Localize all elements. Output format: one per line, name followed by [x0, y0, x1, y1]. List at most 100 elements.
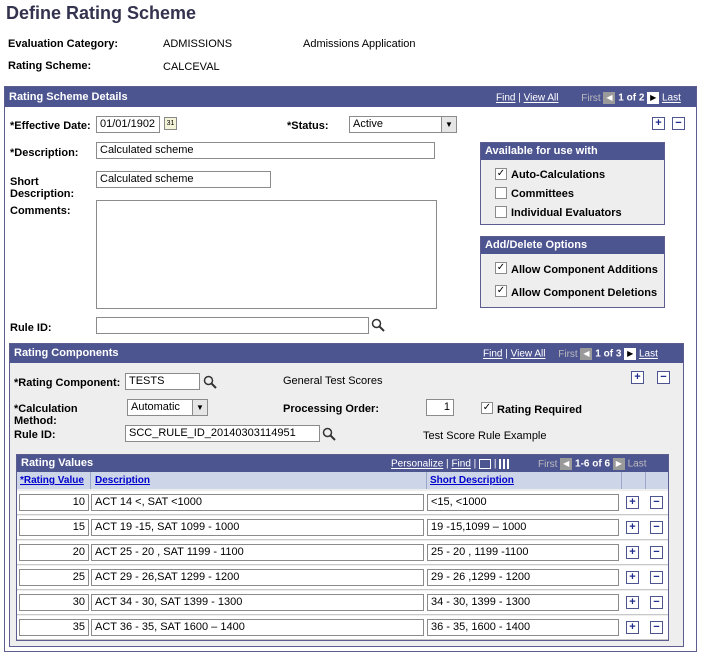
components-next-icon[interactable]: ▶ — [624, 348, 637, 360]
add-value-row-button[interactable]: + — [626, 496, 639, 509]
delete-value-row-button[interactable]: − — [650, 596, 663, 609]
components-prev-icon: ◀ — [580, 348, 593, 360]
rating-values-grid — [16, 454, 669, 641]
details-next-icon[interactable]: ▶ — [647, 92, 660, 104]
details-view-all-link[interactable]: View All — [523, 92, 559, 104]
values-find-link[interactable]: Find — [451, 458, 471, 470]
rating-value-input[interactable]: 20 — [19, 544, 89, 561]
search-icon[interactable] — [203, 375, 217, 389]
delete-value-row-button[interactable]: − — [650, 546, 663, 559]
rating-value-input[interactable]: 25 — [19, 569, 89, 586]
comments-label: Comments: — [10, 205, 71, 217]
short-description-cell-input[interactable]: 25 - 20 , 1199 -1100 — [427, 544, 619, 561]
rating-component-label: *Rating Component: — [14, 377, 121, 389]
details-find-link[interactable]: Find — [496, 92, 516, 104]
details-last-link[interactable]: Last — [661, 92, 681, 104]
description-input[interactable]: Calculated scheme — [96, 142, 435, 159]
components-last-link[interactable]: Last — [638, 348, 658, 360]
description-cell-input[interactable]: ACT 34 - 30, SAT 1399 - 1300 — [91, 594, 424, 611]
individual-evaluators-label: Individual Evaluators — [511, 207, 622, 219]
rating-scheme-label: Rating Scheme: — [8, 60, 92, 72]
description-label: *Description: — [10, 147, 79, 159]
col-divider — [426, 472, 427, 489]
add-value-row-button[interactable]: + — [626, 596, 639, 609]
col-description[interactable]: Description — [95, 475, 151, 486]
evaluation-category-description: Admissions Application — [303, 38, 416, 50]
short-description-input[interactable]: Calculated scheme — [96, 171, 271, 188]
delete-component-button[interactable]: − — [657, 371, 670, 384]
values-next-icon: ▶ — [612, 458, 625, 470]
rating-value-input[interactable]: 35 — [19, 619, 89, 636]
rating-component-input[interactable]: TESTS — [125, 373, 200, 390]
rule-id-input[interactable] — [96, 317, 369, 334]
allow-component-deletions-checkbox[interactable]: ✓ — [495, 285, 507, 297]
add-value-row-button[interactable]: + — [626, 521, 639, 534]
details-nav: Find | View All First ◀ 1 of 2 ▶ Last — [496, 92, 681, 104]
description-cell-input[interactable]: ACT 36 - 35, SAT 1600 – 1400 — [91, 619, 424, 636]
rating-components-panel — [9, 343, 684, 647]
allow-component-additions-checkbox[interactable]: ✓ — [495, 262, 507, 274]
rating-scheme-details-panel — [4, 86, 697, 652]
add-value-row-button[interactable]: + — [626, 621, 639, 634]
view-icon[interactable] — [479, 459, 492, 469]
comments-textarea[interactable] — [96, 200, 437, 309]
search-icon[interactable] — [322, 427, 336, 441]
download-grid-icon[interactable] — [499, 459, 511, 469]
processing-order-input[interactable]: 1 — [426, 399, 454, 416]
values-first-label: First — [538, 458, 558, 470]
delete-row-button[interactable]: − — [672, 117, 685, 130]
search-icon[interactable] — [371, 318, 385, 332]
rating-scheme-value: CALCEVAL — [163, 61, 220, 73]
rating-value-input[interactable]: 15 — [19, 519, 89, 536]
delete-value-row-button[interactable]: − — [650, 571, 663, 584]
short-description-cell-input[interactable]: 36 - 35, 1600 - 1400 — [427, 619, 619, 636]
calculation-method-select[interactable]: Automatic ▼ — [127, 399, 208, 416]
col-rating-value[interactable]: *Rating Value — [20, 475, 84, 486]
short-description-label: Short Description: — [10, 176, 75, 200]
delete-value-row-button[interactable]: − — [650, 496, 663, 509]
short-description-cell-input[interactable]: 29 - 26 ,1299 - 1200 — [427, 569, 619, 586]
effective-date-label: *Effective Date: — [10, 120, 91, 132]
components-nav: Find | View All First ◀ 1 of 3 ▶ Last — [483, 348, 658, 360]
rating-components-header: Rating Components — [10, 344, 683, 363]
col-divider — [645, 472, 646, 489]
rating-scheme-details-title: Rating Scheme Details — [9, 91, 128, 103]
allow-component-additions-label: Allow Component Additions — [511, 264, 658, 276]
values-range: 1-6 of 6 — [575, 458, 611, 470]
rating-value-input[interactable]: 10 — [19, 494, 89, 511]
values-prev-icon: ◀ — [560, 458, 573, 470]
description-cell-input[interactable]: ACT 19 -15, SAT 1099 - 1000 — [91, 519, 424, 536]
rating-value-input[interactable]: 30 — [19, 594, 89, 611]
col-short-description[interactable]: Short Description — [430, 475, 514, 486]
delete-value-row-button[interactable]: − — [650, 521, 663, 534]
committees-checkbox[interactable] — [495, 187, 507, 199]
individual-evaluators-checkbox[interactable] — [495, 206, 507, 218]
available-for-use-title: Available for use with — [481, 143, 664, 160]
description-cell-input[interactable]: ACT 14 <, SAT <1000 — [91, 494, 424, 511]
add-row-button[interactable]: + — [652, 117, 665, 130]
components-view-all-link[interactable]: View All — [510, 348, 546, 360]
status-select[interactable]: Active ▼ — [349, 116, 457, 133]
short-description-cell-input[interactable]: 19 -15,1099 – 1000 — [427, 519, 619, 536]
evaluation-category-value: ADMISSIONS — [163, 38, 233, 50]
add-component-button[interactable]: + — [631, 371, 644, 384]
components-range: 1 of 3 — [595, 348, 622, 360]
delete-value-row-button[interactable]: − — [650, 621, 663, 634]
add-value-row-button[interactable]: + — [626, 571, 639, 584]
components-find-link[interactable]: Find — [483, 348, 503, 360]
description-cell-input[interactable]: ACT 25 - 20 , SAT 1199 - 1100 — [91, 544, 424, 561]
col-divider — [90, 472, 91, 489]
rating-required-label: Rating Required — [497, 404, 582, 416]
calendar-icon[interactable]: 31 — [164, 117, 177, 130]
short-description-cell-input[interactable]: <15, <1000 — [427, 494, 619, 511]
add-value-row-button[interactable]: + — [626, 546, 639, 559]
component-rule-id-input[interactable]: SCC_RULE_ID_20140303114951 — [125, 425, 320, 442]
auto-calculations-checkbox[interactable]: ✓ — [495, 168, 507, 180]
short-description-cell-input[interactable]: 34 - 30, 1399 - 1300 — [427, 594, 619, 611]
description-cell-input[interactable]: ACT 29 - 26,SAT 1299 - 1200 — [91, 569, 424, 586]
add-delete-options-title: Add/Delete Options — [481, 237, 664, 254]
committees-label: Committees — [511, 188, 574, 200]
effective-date-input[interactable]: 01/01/1902 — [96, 116, 160, 133]
rating-required-checkbox[interactable]: ✓ — [481, 402, 493, 414]
personalize-link[interactable]: Personalize — [391, 458, 444, 470]
